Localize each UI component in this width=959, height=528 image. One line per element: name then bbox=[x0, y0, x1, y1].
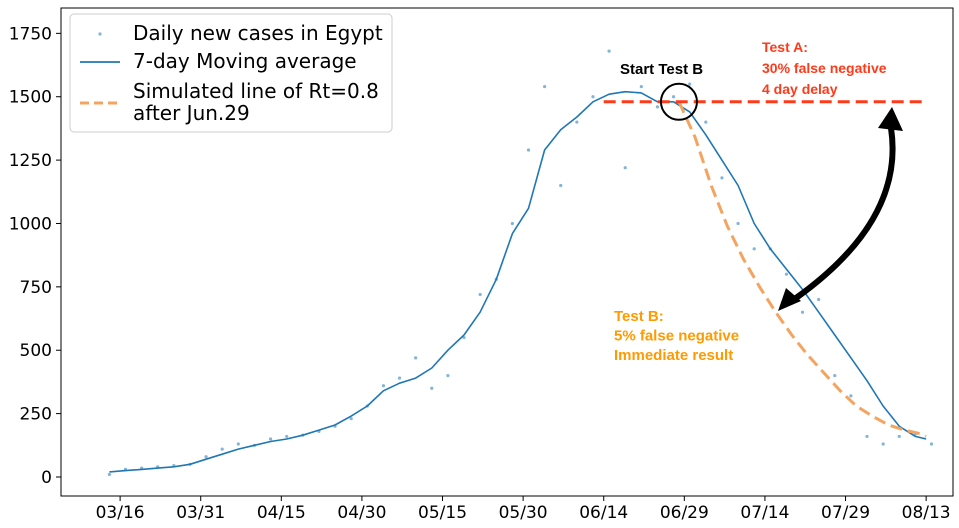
data-point bbox=[929, 442, 934, 446]
arrowhead-up bbox=[878, 107, 903, 131]
arrowhead-down bbox=[778, 288, 801, 311]
data-point bbox=[414, 356, 418, 360]
x-tick-label: 05/15 bbox=[418, 503, 467, 523]
data-point bbox=[639, 84, 643, 89]
data-point bbox=[381, 384, 386, 388]
axis-ticks: 03/16 03/31 04/15 04/30 05/15 05/30 06/14 06/29… bbox=[9, 24, 951, 523]
data-point bbox=[430, 386, 434, 390]
data-point bbox=[784, 272, 789, 276]
data-point bbox=[559, 183, 563, 188]
data-point bbox=[510, 221, 514, 226]
y-tick-label: 1750 bbox=[9, 24, 52, 44]
data-point bbox=[107, 472, 111, 477]
simulated-line bbox=[677, 101, 927, 438]
data-point bbox=[607, 49, 611, 53]
data-point bbox=[591, 95, 595, 99]
moving-average-line bbox=[109, 90, 927, 473]
x-tick-label: 05/30 bbox=[499, 503, 548, 523]
y-tick-label: 1000 bbox=[9, 214, 52, 234]
x-tick-label: 06/14 bbox=[579, 503, 628, 523]
y-tick-label: 0 bbox=[41, 468, 52, 488]
data-point bbox=[833, 373, 837, 378]
data-point bbox=[349, 417, 353, 421]
y-tick-label: 500 bbox=[20, 341, 52, 361]
data-point bbox=[268, 437, 273, 441]
data-point bbox=[478, 292, 482, 297]
test-a-label: Test A: 30% false negative 4 day delay bbox=[762, 39, 887, 97]
comparison-arrow bbox=[794, 127, 896, 301]
data-point bbox=[752, 247, 756, 251]
data-point bbox=[671, 95, 676, 99]
data-point bbox=[817, 297, 821, 302]
data-point bbox=[897, 434, 901, 439]
data-point bbox=[865, 434, 869, 439]
data-point bbox=[881, 442, 885, 446]
y-tick-label: 1500 bbox=[9, 88, 52, 108]
data-point bbox=[220, 447, 224, 451]
legend: Daily new cases in Egypt 7-day Moving ave… bbox=[69, 13, 393, 133]
data-point bbox=[543, 84, 547, 89]
x-tick-label: 07/29 bbox=[821, 503, 870, 523]
data-point bbox=[204, 455, 208, 459]
legend-marker-scatter bbox=[98, 32, 102, 36]
data-point bbox=[285, 434, 289, 439]
data-point bbox=[397, 376, 402, 380]
legend-box bbox=[69, 13, 393, 133]
y-tick-label: 250 bbox=[20, 405, 52, 425]
x-tick-label: 04/15 bbox=[257, 503, 306, 523]
data-point bbox=[655, 105, 660, 109]
plot-area bbox=[60, 7, 954, 497]
data-point bbox=[575, 120, 579, 124]
series-layer bbox=[107, 49, 934, 477]
data-point bbox=[526, 148, 531, 152]
legend-label: Simulated line of Rt=0.8 after Jun.29 bbox=[133, 79, 379, 125]
y-tick-label: 750 bbox=[20, 278, 52, 298]
x-tick-label: 03/16 bbox=[96, 503, 145, 523]
legend-label: 7-day Moving average bbox=[133, 49, 357, 73]
legend-label: Daily new cases in Egypt bbox=[133, 21, 383, 45]
data-point bbox=[720, 176, 724, 180]
data-point bbox=[849, 394, 853, 398]
data-point bbox=[623, 166, 627, 170]
x-tick-label: 07/14 bbox=[740, 503, 789, 523]
data-point bbox=[736, 221, 740, 226]
x-tick-label: 08/13 bbox=[902, 503, 951, 523]
data-point bbox=[800, 310, 805, 314]
axes-border bbox=[60, 7, 954, 497]
x-tick-label: 03/31 bbox=[176, 503, 225, 523]
data-point bbox=[236, 442, 240, 446]
x-tick-label: 04/30 bbox=[337, 503, 386, 523]
start-marker-circle bbox=[659, 82, 698, 121]
data-point bbox=[446, 373, 450, 378]
y-tick-label: 1250 bbox=[9, 151, 52, 171]
test-b-label: Test B: 5% false negative Immediate result bbox=[614, 308, 739, 364]
annotations: Start Test B Test A: 30% false negative 4 d… bbox=[614, 39, 903, 364]
data-point bbox=[704, 120, 708, 124]
data-point bbox=[688, 82, 692, 86]
start-test-b-label: Start Test B bbox=[620, 61, 703, 78]
x-tick-label: 06/29 bbox=[660, 503, 709, 523]
